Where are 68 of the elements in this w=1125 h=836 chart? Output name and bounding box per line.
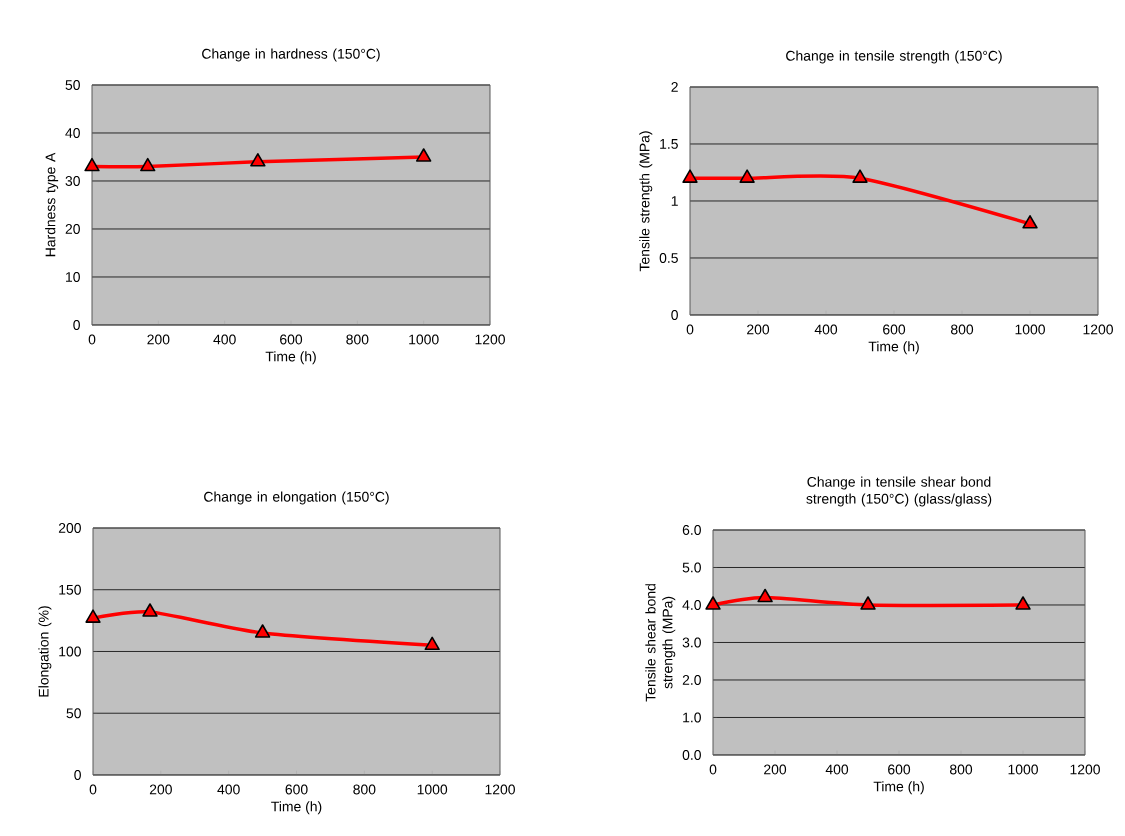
y-tick-label: 1.5 xyxy=(660,139,678,149)
x-tick-label: 1000 xyxy=(417,784,448,795)
point xyxy=(85,609,101,623)
point xyxy=(415,148,432,162)
chart-title: Change in tensile shear bond strength (150°C) (glass/glass) xyxy=(806,476,992,507)
y-tick-label: 2.0 xyxy=(682,675,701,685)
y-tick-label: 1 xyxy=(671,196,678,206)
x-tick-label: 600 xyxy=(280,334,303,345)
point xyxy=(254,624,271,638)
x-tick-label: 600 xyxy=(883,324,906,335)
y-tick-label: 100 xyxy=(59,646,81,657)
y-axis-title: Tensile strength (MPa) xyxy=(639,131,653,272)
point xyxy=(84,157,100,172)
x-tick-label: 800 xyxy=(353,784,376,795)
x-tick-label: 600 xyxy=(888,764,911,775)
point xyxy=(142,603,158,617)
x-tick-label: 400 xyxy=(825,764,849,775)
y-tick-label: 150 xyxy=(59,584,81,595)
x-tick-label: 200 xyxy=(747,324,770,335)
y-tick-label: 10 xyxy=(66,272,80,282)
x-tick-label: 1200 xyxy=(1070,764,1100,775)
y-tick-label: 6.0 xyxy=(682,525,701,535)
y-axis-title: Hardness type A xyxy=(45,152,59,257)
x-tick-label: 800 xyxy=(949,764,973,775)
y-tick-label: 3.0 xyxy=(682,637,701,648)
y-tick-label: 40 xyxy=(65,128,80,138)
chart-title: Change in hardness (150°C) xyxy=(202,48,380,62)
x-tick-label: 1200 xyxy=(1083,324,1113,335)
x-axis-title: Time (h) xyxy=(271,801,322,815)
point xyxy=(140,157,156,172)
x-tick-label: 800 xyxy=(950,324,974,335)
x-axis-title: Time (h) xyxy=(868,341,919,355)
x-tick-label: 1000 xyxy=(1008,764,1038,775)
y-tick-label: 5.0 xyxy=(682,562,701,573)
x-tick-label: 1000 xyxy=(1015,324,1045,335)
x-axis-title: Time (h) xyxy=(265,351,316,365)
x-tick-label: 200 xyxy=(764,764,787,775)
x-tick-label: 200 xyxy=(147,334,170,345)
y-tick-label: 30 xyxy=(65,176,80,186)
y-tick-label: 200 xyxy=(58,523,81,533)
x-tick-label: 400 xyxy=(217,784,240,795)
x-tick-label: 400 xyxy=(213,334,236,345)
x-tick-label: 0 xyxy=(89,784,97,795)
y-tick-label: 4.0 xyxy=(682,600,701,610)
y-tick-label: 50 xyxy=(66,708,81,719)
y-tick-label: 50 xyxy=(65,80,80,90)
y-axis-title: Tensile shear bond strength (MPa) xyxy=(645,584,676,702)
y-tick-label: 0.5 xyxy=(659,253,678,263)
y-tick-label: 2 xyxy=(671,82,678,92)
x-tick-label: 1200 xyxy=(475,334,505,345)
y-tick-label: 20 xyxy=(65,224,80,234)
point xyxy=(424,636,440,651)
x-tick-label: 1200 xyxy=(485,784,515,795)
x-axis-title: Time (h) xyxy=(873,781,924,795)
y-tick-label: 0 xyxy=(671,310,678,320)
x-tick-label: 200 xyxy=(149,784,172,795)
x-tick-label: 800 xyxy=(346,334,369,345)
y-tick-label: 1.0 xyxy=(683,712,701,723)
x-tick-label: 1000 xyxy=(409,334,439,345)
chart-title: Change in elongation (150°C) xyxy=(204,491,389,505)
x-tick-label: 600 xyxy=(285,784,308,795)
y-axis-title: Elongation (%) xyxy=(38,606,52,697)
x-tick-label: 400 xyxy=(814,324,838,335)
point xyxy=(250,153,266,167)
x-tick-label: 0 xyxy=(709,764,717,775)
y-tick-label: 0.0 xyxy=(682,750,701,760)
chart-title: Change in tensile strength (150°C) xyxy=(786,50,1002,64)
x-tick-label: 0 xyxy=(88,334,96,345)
